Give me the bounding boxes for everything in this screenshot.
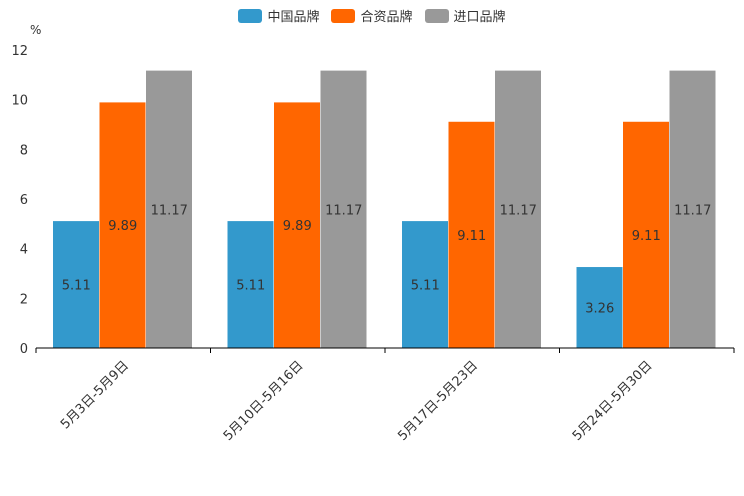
data-label: 9.11	[457, 229, 486, 244]
data-label: 11.17	[151, 203, 188, 218]
y-tick-label: 8	[20, 143, 28, 158]
y-tick-label: 0	[20, 342, 28, 357]
bar-0-1	[227, 221, 274, 348]
bar-1-3	[623, 121, 669, 348]
data-label: 9.11	[632, 229, 661, 244]
bar-0-0	[53, 221, 99, 348]
data-label: 11.17	[500, 203, 537, 218]
legend-swatch-import	[424, 8, 449, 23]
bar-0-2	[402, 221, 448, 348]
legend-item-china[interactable]: 中国品牌	[238, 6, 319, 25]
y-axis-unit-label: %	[30, 23, 41, 37]
bar-1-1	[274, 102, 320, 348]
x-tick-label: 5月17日-5月23日	[395, 358, 481, 444]
data-label: 9.89	[283, 219, 312, 234]
legend-swatch-joint	[331, 8, 356, 23]
y-tick-label: 4	[20, 243, 28, 258]
data-label: 11.17	[325, 203, 362, 218]
bar-1-0	[99, 102, 146, 348]
bar-2-2	[495, 70, 541, 348]
y-tick-label: 10	[11, 94, 28, 109]
bar-0-3	[576, 267, 623, 348]
x-tick-label: 5月10日-5月16日	[221, 358, 307, 444]
data-label: 11.17	[674, 203, 711, 218]
bar-1-2	[448, 121, 495, 348]
x-tick-label: 5月24日-5月30日	[570, 358, 656, 444]
legend-swatch-china	[238, 8, 263, 23]
data-label: 5.11	[411, 279, 440, 294]
data-label: 5.11	[236, 279, 265, 294]
legend: 中国品牌 合资品牌 进口品牌	[0, 6, 744, 25]
data-label: 9.89	[108, 219, 137, 234]
bar-2-1	[320, 70, 367, 348]
data-label: 5.11	[62, 279, 91, 294]
legend-item-import[interactable]: 进口品牌	[424, 6, 506, 25]
x-tick-label: 5月3日-5月9日	[58, 358, 132, 432]
y-tick-label: 2	[20, 292, 28, 307]
y-tick-label: 6	[20, 193, 28, 208]
legend-item-joint[interactable]: 合资品牌	[331, 6, 413, 25]
plot-area: 0 2 4 6 8 10 12 5.11 9.89 11.17 5月3日-5月9日 5.11 9.89 1…	[11, 44, 735, 444]
data-label: 3.26	[585, 302, 614, 317]
bar-2-3	[669, 70, 716, 348]
legend-label-joint: 合资品牌	[360, 10, 413, 25]
y-tick-label: 12	[11, 44, 28, 59]
legend-label-import: 进口品牌	[453, 10, 506, 25]
legend-label-china: 中国品牌	[267, 10, 320, 25]
bar-2-0	[146, 70, 192, 348]
